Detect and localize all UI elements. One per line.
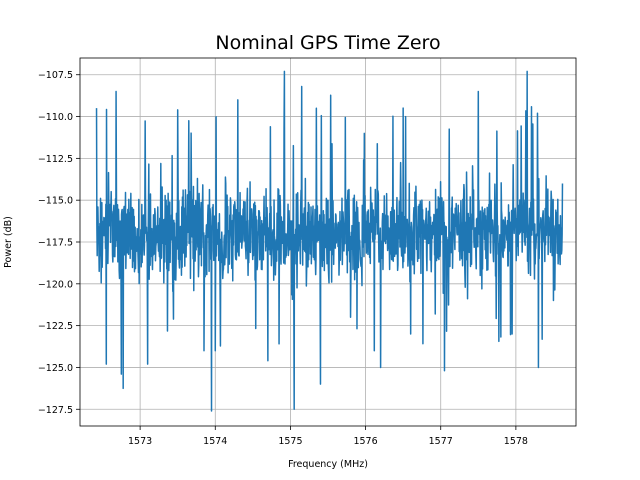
x-tick-label: 1577: [429, 436, 453, 447]
chart-title: Nominal GPS Time Zero: [215, 32, 440, 54]
x-tick-label: 1575: [278, 436, 302, 447]
y-tick-label: −122.5: [38, 321, 73, 332]
series-layer: [95, 70, 564, 412]
x-tick-label: 1573: [128, 436, 152, 447]
y-tick-label: −117.5: [38, 238, 73, 249]
y-tick-label: −120.0: [38, 279, 73, 290]
x-axis-label: Frequency (MHz): [288, 459, 368, 470]
y-tick-label: −112.5: [38, 154, 73, 165]
y-axis: −107.5 −110.0 −112.5 −115.0 −117.5 −120.0 −122…: [38, 70, 80, 416]
y-tick-label: −125.0: [38, 363, 73, 374]
power-series-line: [95, 70, 564, 412]
x-tick-label: 1578: [504, 436, 528, 447]
x-tick-label: 1574: [203, 436, 227, 447]
y-tick-label: −127.5: [38, 405, 73, 416]
x-axis: 1573 1574 1575 1576 1577 1578: [128, 426, 528, 447]
y-axis-label: Power (dB): [3, 216, 14, 268]
y-tick-label: −110.0: [38, 112, 73, 123]
x-tick-label: 1576: [353, 436, 377, 447]
y-tick-label: −107.5: [38, 70, 73, 81]
y-tick-label: −115.0: [38, 196, 73, 207]
